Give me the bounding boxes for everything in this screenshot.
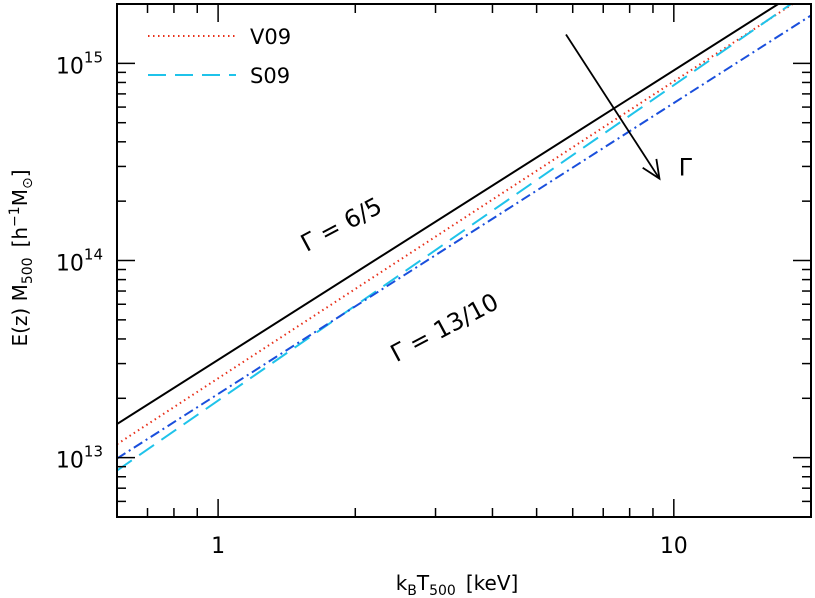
- y-axis-label: E(z) M500[h−1M⊙]: [7, 169, 36, 346]
- annotation-label: Γ = 6/5: [296, 192, 386, 258]
- axes: 1 10 1013 1014 1015: [56, 3, 812, 559]
- series-layer: [117, 4, 811, 472]
- x-axis-label: kBT500 [keV]: [396, 571, 519, 598]
- gamma-arrow-head: [642, 158, 661, 181]
- y-tick-label: 1014: [56, 246, 103, 277]
- series-line-solid-black: [117, 4, 781, 425]
- x-tick-label: 10: [660, 534, 688, 559]
- series-line-s09: [117, 4, 793, 472]
- x-tick-label: 1: [211, 534, 225, 559]
- series-line-v09: [117, 4, 795, 446]
- y-tick-label: 1015: [56, 48, 103, 79]
- annotation-label: Γ = 13/10: [386, 288, 503, 368]
- legend: V09 S09: [148, 25, 291, 88]
- gamma-arrow-shaft: [565, 34, 661, 180]
- y-tick-label: 1013: [56, 443, 103, 474]
- annotation-layer: Γ = 6/5Γ = 13/10 Γ: [296, 34, 693, 368]
- legend-label-s09: S09: [250, 64, 290, 88]
- series-line-dashdot-blue: [117, 14, 811, 460]
- annotation-label: Γ: [679, 153, 693, 181]
- legend-label-v09: V09: [250, 25, 291, 49]
